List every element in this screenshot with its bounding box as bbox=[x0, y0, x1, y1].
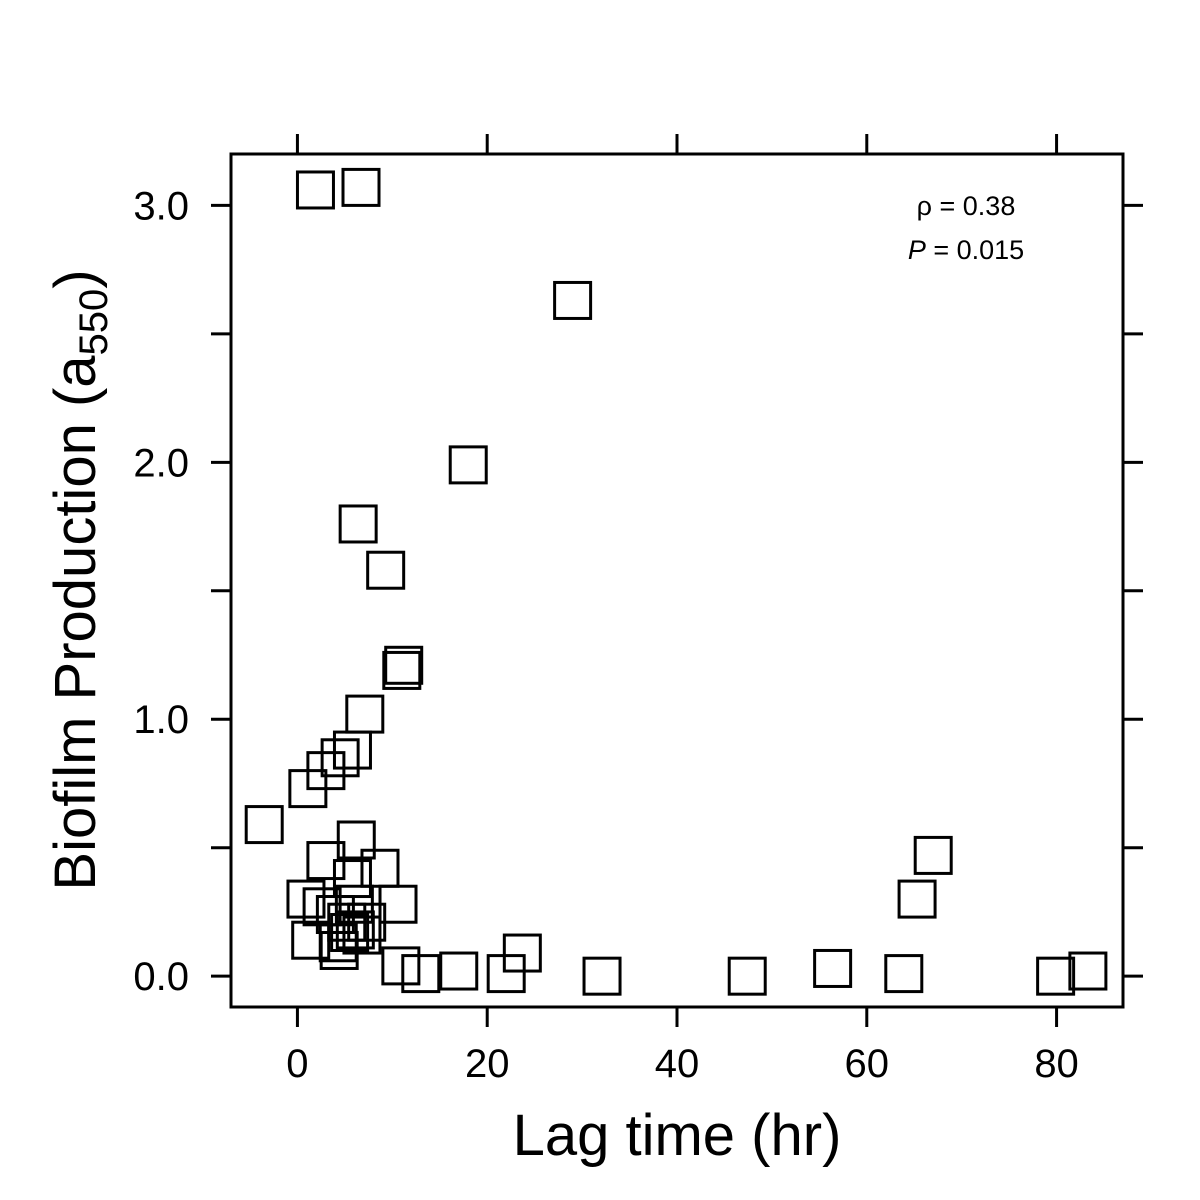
x-axis-ticks: 0 20 40 60 80 bbox=[286, 134, 1079, 1086]
data-point bbox=[384, 645, 424, 685]
data-point bbox=[332, 730, 372, 770]
data-point bbox=[448, 445, 488, 485]
data-point bbox=[897, 879, 937, 919]
data-point bbox=[320, 738, 360, 778]
data-point bbox=[244, 805, 284, 845]
data-point bbox=[1068, 951, 1108, 991]
data-point bbox=[291, 920, 331, 960]
x-tick-label: 60 bbox=[845, 1042, 890, 1086]
x-axis-title: Lag time (hr) bbox=[513, 1103, 842, 1168]
data-point bbox=[553, 280, 593, 320]
y-axis-ticks: 0.0 1.0 2.0 3.0 bbox=[133, 184, 1143, 999]
data-points bbox=[244, 167, 1108, 996]
data-point bbox=[345, 694, 385, 734]
y-tick-label: 0.0 bbox=[133, 955, 189, 999]
data-point bbox=[286, 879, 326, 919]
data-point bbox=[502, 933, 542, 973]
x-tick-label: 0 bbox=[286, 1042, 308, 1086]
y-tick-label: 3.0 bbox=[133, 184, 189, 228]
x-tick-label: 40 bbox=[655, 1042, 700, 1086]
plot-frame bbox=[229, 152, 1125, 1009]
data-point bbox=[382, 650, 422, 690]
y-axis-title-main: Biofilm Production (a bbox=[43, 355, 108, 891]
data-point bbox=[913, 835, 953, 875]
data-point bbox=[439, 951, 479, 991]
y-tick-label: 1.0 bbox=[133, 698, 189, 742]
data-point bbox=[813, 948, 853, 988]
data-point bbox=[342, 915, 382, 955]
data-point bbox=[884, 954, 924, 994]
p-annotation: P = 0.015 bbox=[908, 235, 1024, 265]
data-point bbox=[319, 930, 359, 970]
rho-value: = 0.38 bbox=[932, 191, 1015, 221]
data-point bbox=[341, 167, 381, 207]
data-point bbox=[288, 769, 328, 809]
y-axis-title-close: ) bbox=[43, 269, 108, 288]
data-point bbox=[338, 504, 378, 544]
rho-annotation: ρ = 0.38 bbox=[917, 191, 1016, 221]
data-point bbox=[366, 550, 406, 590]
data-point bbox=[727, 956, 767, 996]
data-point bbox=[582, 956, 622, 996]
data-point bbox=[360, 848, 400, 888]
data-point bbox=[381, 946, 421, 986]
x-tick-label: 20 bbox=[465, 1042, 510, 1086]
data-point bbox=[336, 820, 376, 860]
data-point bbox=[486, 954, 526, 994]
y-axis-title-subscript: 550 bbox=[72, 289, 116, 356]
x-tick-label: 80 bbox=[1034, 1042, 1079, 1086]
data-point bbox=[401, 954, 441, 994]
y-axis-title: Biofilm Production (a550) bbox=[43, 269, 116, 890]
rho-symbol: ρ bbox=[917, 191, 932, 221]
data-point bbox=[295, 170, 335, 210]
data-point bbox=[1036, 956, 1076, 996]
p-symbol: P bbox=[908, 235, 926, 265]
p-value: = 0.015 bbox=[926, 235, 1024, 265]
y-tick-label: 2.0 bbox=[133, 441, 189, 485]
